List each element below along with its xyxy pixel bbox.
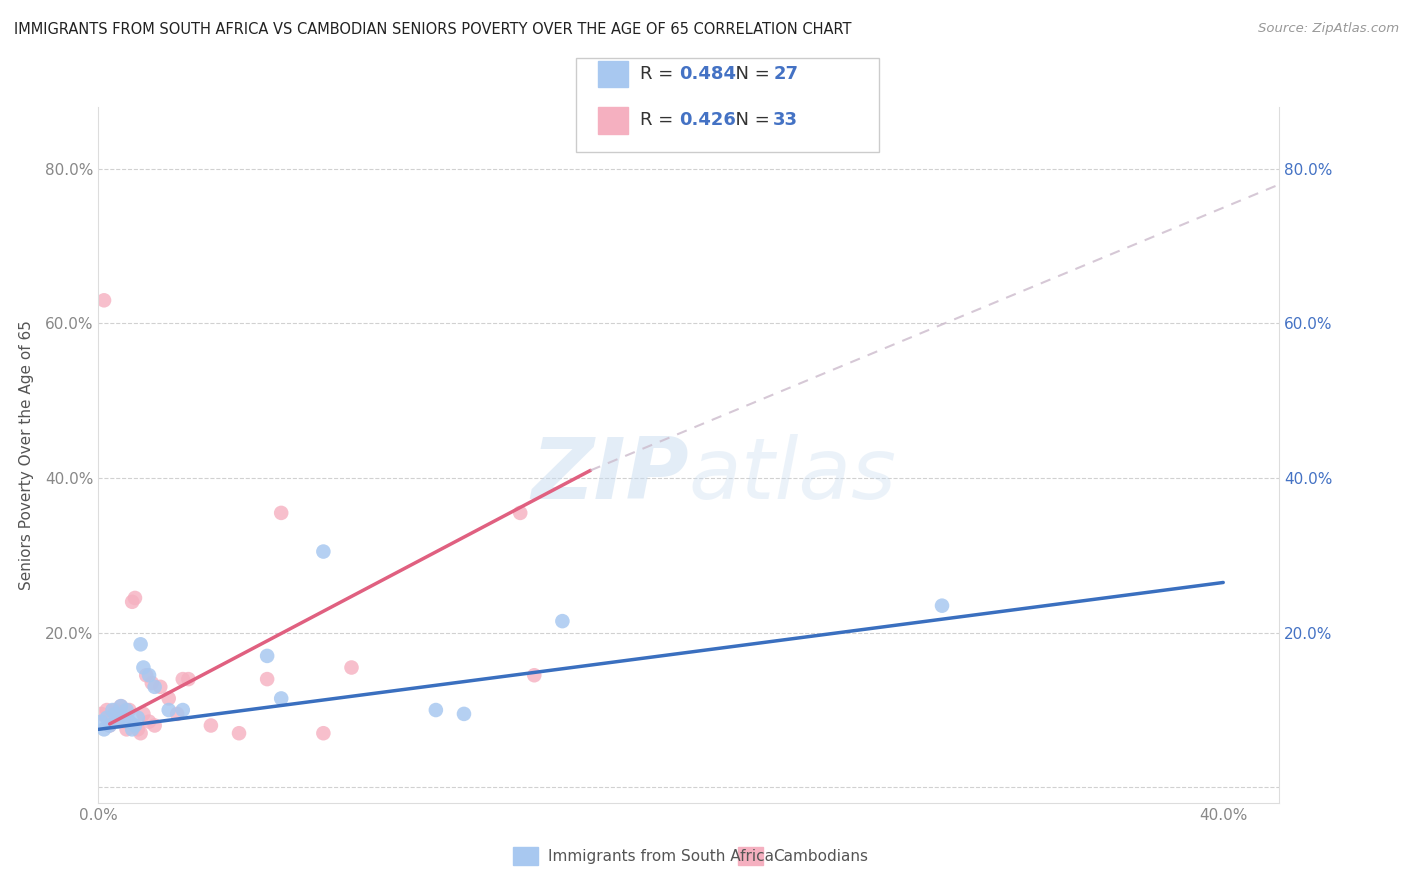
Point — [127, 723, 149, 737]
Point — [138, 668, 160, 682]
Point — [135, 668, 157, 682]
Point — [104, 703, 127, 717]
Text: 27: 27 — [773, 65, 799, 83]
Point — [138, 714, 160, 729]
Point — [312, 544, 335, 558]
Point — [124, 718, 146, 732]
Point — [98, 718, 121, 732]
Point — [118, 714, 141, 729]
Text: Cambodians: Cambodians — [773, 849, 869, 863]
Point — [177, 672, 200, 686]
Point — [90, 706, 112, 721]
Point — [340, 660, 363, 674]
Point — [110, 699, 132, 714]
Point — [132, 660, 155, 674]
Point — [93, 293, 115, 308]
Point — [132, 706, 155, 721]
Point — [129, 637, 152, 651]
Point — [104, 706, 127, 721]
Point — [143, 718, 166, 732]
Text: atlas: atlas — [689, 434, 897, 517]
Point — [121, 595, 143, 609]
Point — [107, 714, 129, 729]
Point — [200, 718, 222, 732]
Point — [115, 723, 138, 737]
Point — [127, 711, 149, 725]
Y-axis label: Seniors Poverty Over the Age of 65: Seniors Poverty Over the Age of 65 — [18, 320, 34, 590]
Point — [172, 703, 194, 717]
Point — [157, 691, 180, 706]
Point — [93, 723, 115, 737]
Text: 33: 33 — [773, 112, 799, 129]
Point — [270, 506, 292, 520]
Text: N =: N = — [724, 112, 776, 129]
Point — [256, 672, 278, 686]
Point — [90, 714, 112, 729]
Point — [228, 726, 250, 740]
Text: N =: N = — [724, 65, 776, 83]
Point — [931, 599, 953, 613]
Point — [312, 726, 335, 740]
Point — [172, 672, 194, 686]
Point — [551, 614, 574, 628]
Point — [157, 703, 180, 717]
Point — [425, 703, 447, 717]
Point — [124, 591, 146, 605]
Text: R =: R = — [640, 65, 679, 83]
Point — [141, 676, 163, 690]
Text: 0.484: 0.484 — [679, 65, 737, 83]
Point — [101, 703, 124, 717]
Text: Immigrants from South Africa: Immigrants from South Africa — [548, 849, 775, 863]
Point — [270, 691, 292, 706]
Point — [166, 706, 188, 721]
Text: IMMIGRANTS FROM SOUTH AFRICA VS CAMBODIAN SENIORS POVERTY OVER THE AGE OF 65 COR: IMMIGRANTS FROM SOUTH AFRICA VS CAMBODIA… — [14, 22, 852, 37]
Point — [96, 703, 118, 717]
Point — [96, 711, 118, 725]
Text: Source: ZipAtlas.com: Source: ZipAtlas.com — [1258, 22, 1399, 36]
Point — [112, 714, 135, 729]
Point — [256, 648, 278, 663]
Point — [115, 703, 138, 717]
Point — [523, 668, 546, 682]
Point — [121, 723, 143, 737]
Point — [118, 703, 141, 717]
Text: ZIP: ZIP — [531, 434, 689, 517]
Point — [110, 699, 132, 714]
Point — [143, 680, 166, 694]
Point — [98, 718, 121, 732]
Point — [149, 680, 172, 694]
Text: 0.426: 0.426 — [679, 112, 735, 129]
Point — [453, 706, 475, 721]
Text: R =: R = — [640, 112, 679, 129]
Point — [107, 711, 129, 725]
Point — [509, 506, 531, 520]
Point — [112, 711, 135, 725]
Point — [101, 714, 124, 729]
Point — [129, 726, 152, 740]
